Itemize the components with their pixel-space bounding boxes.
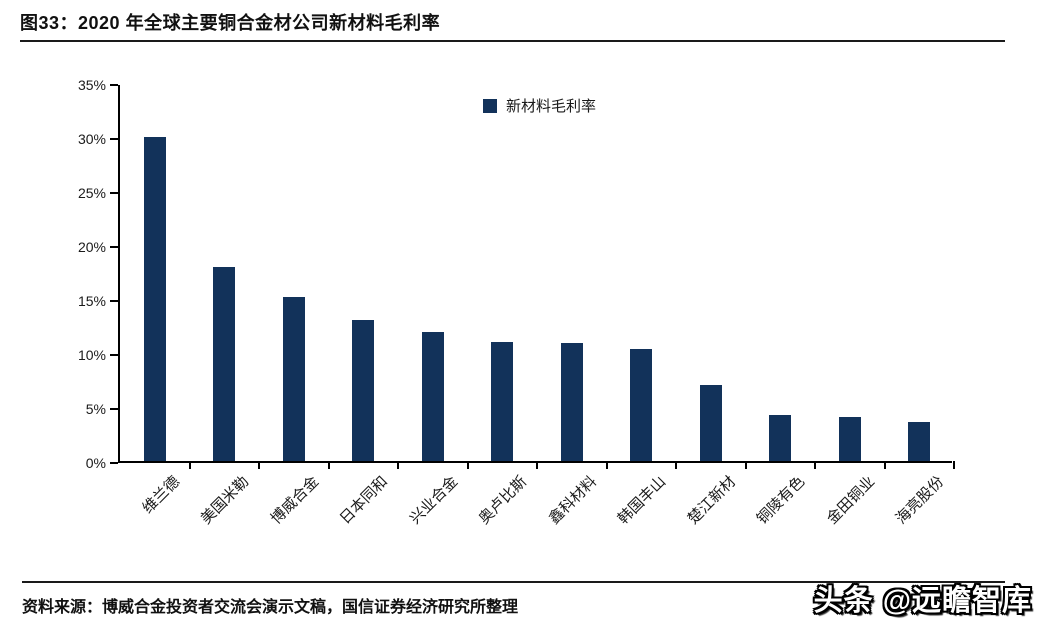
x-axis-tick [675,461,677,469]
x-axis-label: 金田铜业 [823,473,878,528]
plot-area: 新材料毛利率 0% 5% 10% 15% 20% 25% 30% 35% 维兰德 美国米勒 博威合金… [78,77,955,528]
y-axis-label: 10% [77,347,106,363]
y-axis-label: 25% [77,185,106,201]
x-axis-tick [397,461,399,469]
y-axis-tick [110,408,118,410]
bar-日本同和 [352,319,375,461]
x-axis-tick [814,461,816,469]
x-axis-label: 兴业合金 [406,473,461,528]
chart-legend: 新材料毛利率 [483,95,596,116]
x-axis-tick [744,461,747,469]
x-axis-tick [258,461,260,469]
legend-label: 新材料毛利率 [506,98,597,115]
legend-swatch-icon [483,98,497,113]
x-axis-tick [605,461,608,469]
y-axis-tick [110,84,118,86]
x-axis-label: 鑫科材料 [545,473,600,528]
y-axis-label: 35% [77,77,106,93]
y-axis-label: 5% [85,401,106,417]
bar-海亮股份 [908,422,931,461]
x-axis-label: 奥卢比斯 [475,473,531,528]
x-axis-tick [327,461,330,469]
bar-维兰德 [143,137,166,461]
x-axis-tick [883,461,886,469]
y-axis-label: 15% [77,293,106,309]
x-axis-label: 海亮股份 [892,473,948,528]
watermark: 头条 @远瞻智库 [813,585,1032,617]
bar-韩国丰山 [630,348,653,461]
source-note: 资料来源：博威合金投资者交流会演示文稿，国信证券经济研究所整理 [22,599,519,616]
x-axis-tick [466,461,469,469]
y-axis-label: 0% [85,455,106,471]
y-axis-tick [110,138,118,140]
y-axis-tick [110,354,118,356]
bar-奥卢比斯 [491,342,514,461]
x-axis-label: 博威合金 [267,473,322,528]
x-axis-label: 维兰德 [139,473,183,517]
bar-美国米勒 [213,266,236,461]
bar-博威合金 [282,296,305,461]
x-axis-label: 韩国丰山 [614,473,670,528]
x-axis-tick [536,461,538,469]
title-divider [20,40,1005,42]
x-axis-label: 楚江新材 [684,473,739,528]
bar-铜陵有色 [769,414,792,461]
bar-楚江新材 [699,385,722,461]
y-axis-tick [110,300,118,302]
y-axis-tick [110,192,118,194]
footer-divider [22,581,1005,583]
y-axis-tick [110,246,118,248]
bar-兴业合金 [421,332,444,461]
bar-鑫科材料 [560,343,583,461]
x-axis-label: 铜陵有色 [753,473,809,528]
x-axis-tick [188,461,191,469]
x-axis-tick [953,461,955,469]
y-axis-label: 20% [77,239,106,255]
bar-金田铜业 [838,416,861,461]
figure-title: 图33：2020 年全球主要铜合金材公司新材料毛利率 [20,13,441,33]
x-axis-label: 美国米勒 [197,473,253,528]
y-axis-label: 30% [77,131,106,147]
y-axis-tick [110,462,118,464]
x-axis-label: 日本同和 [336,473,392,528]
